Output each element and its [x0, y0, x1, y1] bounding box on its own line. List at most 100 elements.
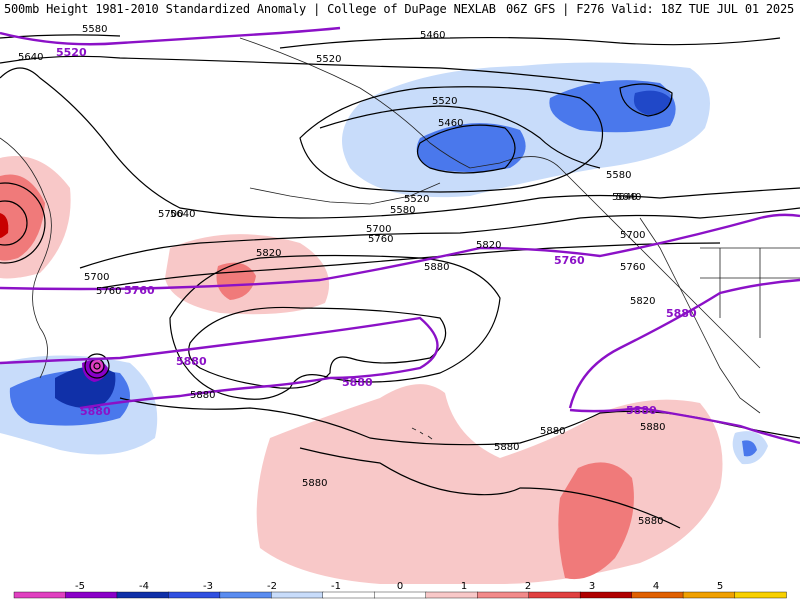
contour-label: 5880	[640, 422, 665, 433]
contour-label: 5580	[390, 205, 415, 216]
contour-5460-gulf	[619, 83, 673, 117]
colorbar-cell	[734, 591, 787, 599]
contour-5700	[79, 207, 800, 269]
coastlines	[0, 37, 800, 440]
contour-5880	[188, 306, 447, 389]
contour-label-purple: 5520	[56, 46, 87, 59]
west-pacific-high	[0, 182, 46, 264]
colorbar-cell	[579, 591, 633, 599]
contour-label-purple: 5880	[342, 376, 373, 389]
contour-label-purple: 5880	[666, 307, 697, 320]
colorbar-cell	[528, 591, 581, 599]
colorbar-cell	[322, 591, 375, 599]
contour-label: 5880	[494, 442, 519, 453]
contour-label: 5460	[438, 118, 463, 129]
contour-5520-purple	[0, 26, 341, 46]
colorbar-tick-label: -2	[267, 581, 277, 592]
colorbar-tick-label: -5	[75, 581, 85, 592]
contour-label: 5640	[170, 209, 195, 220]
map-title: 500mb Height 1981-2010 Standardized Anom…	[4, 2, 496, 16]
colorbar-tick-label: 0	[397, 581, 403, 592]
colorbar-cell	[425, 591, 478, 599]
contour-5520-closed	[299, 86, 604, 193]
contour-label: 5880	[302, 478, 327, 489]
negative-anomaly-medium	[416, 123, 526, 172]
negative-anomaly-medium	[742, 440, 757, 457]
colorbar-cell	[219, 591, 273, 599]
anomaly-map: 5580 5640 5460 5520 5700 5640 5520 5460 …	[0, 24, 800, 584]
positive-anomaly-medium	[558, 462, 634, 580]
contour-label: 5820	[256, 248, 281, 259]
colorbar-cell	[168, 591, 221, 599]
anomaly-colorbar: -5 -4 -3 -2 -1 0 1 2 3 4 5	[13, 581, 787, 599]
asia-coast	[0, 137, 52, 379]
us-borders	[700, 247, 800, 338]
contour-label: 5520	[404, 194, 429, 205]
contour-label: 5880	[638, 516, 663, 527]
contour-5880-gulf-purple	[569, 406, 800, 445]
colorbar-tick-label: 1	[461, 581, 467, 592]
contour-label: 5760	[96, 286, 121, 297]
contour-label: 5580	[606, 170, 631, 181]
contour-label-purple: 5880	[176, 355, 207, 368]
height-contours-black	[0, 34, 800, 529]
contour-5880-east-purple	[568, 278, 800, 409]
purple-contour-labels: 5520 5760 5760 5880 5880 5880 5880 5880	[56, 46, 697, 418]
colorbar-cell	[631, 591, 684, 599]
contour-label: 5820	[476, 240, 501, 251]
contour-label: 5880	[540, 426, 565, 437]
contour-label: 5700	[620, 230, 645, 241]
contour-label: 5640	[612, 192, 637, 203]
height-contours-purple	[0, 26, 800, 445]
contour-label: 5640	[616, 192, 641, 203]
colorbar-cell	[271, 591, 324, 599]
colorbar-tick-label: -3	[203, 581, 213, 592]
colorbar-cell	[374, 591, 427, 599]
alaska-coast	[239, 37, 761, 369]
colorbar-cell	[477, 591, 530, 599]
colorbar-tick-label: -1	[331, 581, 341, 592]
contour-5820	[169, 254, 501, 400]
colorbar-tick-label: 3	[589, 581, 595, 592]
aleutians	[249, 182, 441, 205]
typhoon-contour	[84, 353, 110, 379]
black-contour-labels: 5580 5640 5460 5520 5700 5640 5520 5460 …	[18, 24, 665, 527]
contour-label: 5700	[158, 209, 183, 220]
contour-label: 5640	[18, 52, 43, 63]
north-america-west-coast	[639, 217, 761, 414]
contour-label-purple: 5760	[124, 284, 155, 297]
colorbar-tick-label: 5	[717, 581, 723, 592]
colorbar-tick-label: 4	[653, 581, 659, 592]
contour-label: 5760	[620, 262, 645, 273]
contour-label: 5520	[432, 96, 457, 107]
contour-5880	[299, 447, 681, 529]
colorbar-cell	[65, 591, 118, 599]
anomaly-shading	[0, 62, 768, 584]
contour-5760-purple	[0, 213, 800, 291]
contour-label: 5880	[190, 390, 215, 401]
typhoon-contour	[93, 362, 101, 370]
contour-5880-purple	[0, 316, 439, 410]
colorbar-cell	[116, 591, 170, 599]
colorbar-ticks: -5 -4 -3 -2 -1 0 1 2 3 4 5	[75, 581, 723, 592]
contour-label-purple: 5880	[626, 404, 657, 417]
contour-label: 5700	[366, 224, 391, 235]
contour-label: 5760	[368, 234, 393, 245]
contour-label-purple: 5880	[80, 405, 111, 418]
contour-label: 5580	[82, 24, 107, 35]
hawaii-islands	[411, 427, 433, 440]
contour-5640	[0, 67, 800, 219]
contour-5460-closed	[417, 124, 516, 174]
model-run-label: 06Z GFS | F276 Valid: 18Z TUE JUL 01 202…	[505, 2, 794, 16]
west-pacific-high	[0, 200, 28, 246]
colorbar-cell	[13, 591, 67, 599]
contour-label: 5880	[424, 262, 449, 273]
positive-anomaly-dark	[0, 213, 9, 238]
contour-label: 5820	[630, 296, 655, 307]
contour-5520	[0, 55, 601, 84]
contour-5760	[99, 242, 721, 289]
contour-label: 5700	[84, 272, 109, 283]
colorbar-tick-label: -4	[139, 581, 149, 592]
negative-anomaly-dark	[633, 90, 672, 115]
